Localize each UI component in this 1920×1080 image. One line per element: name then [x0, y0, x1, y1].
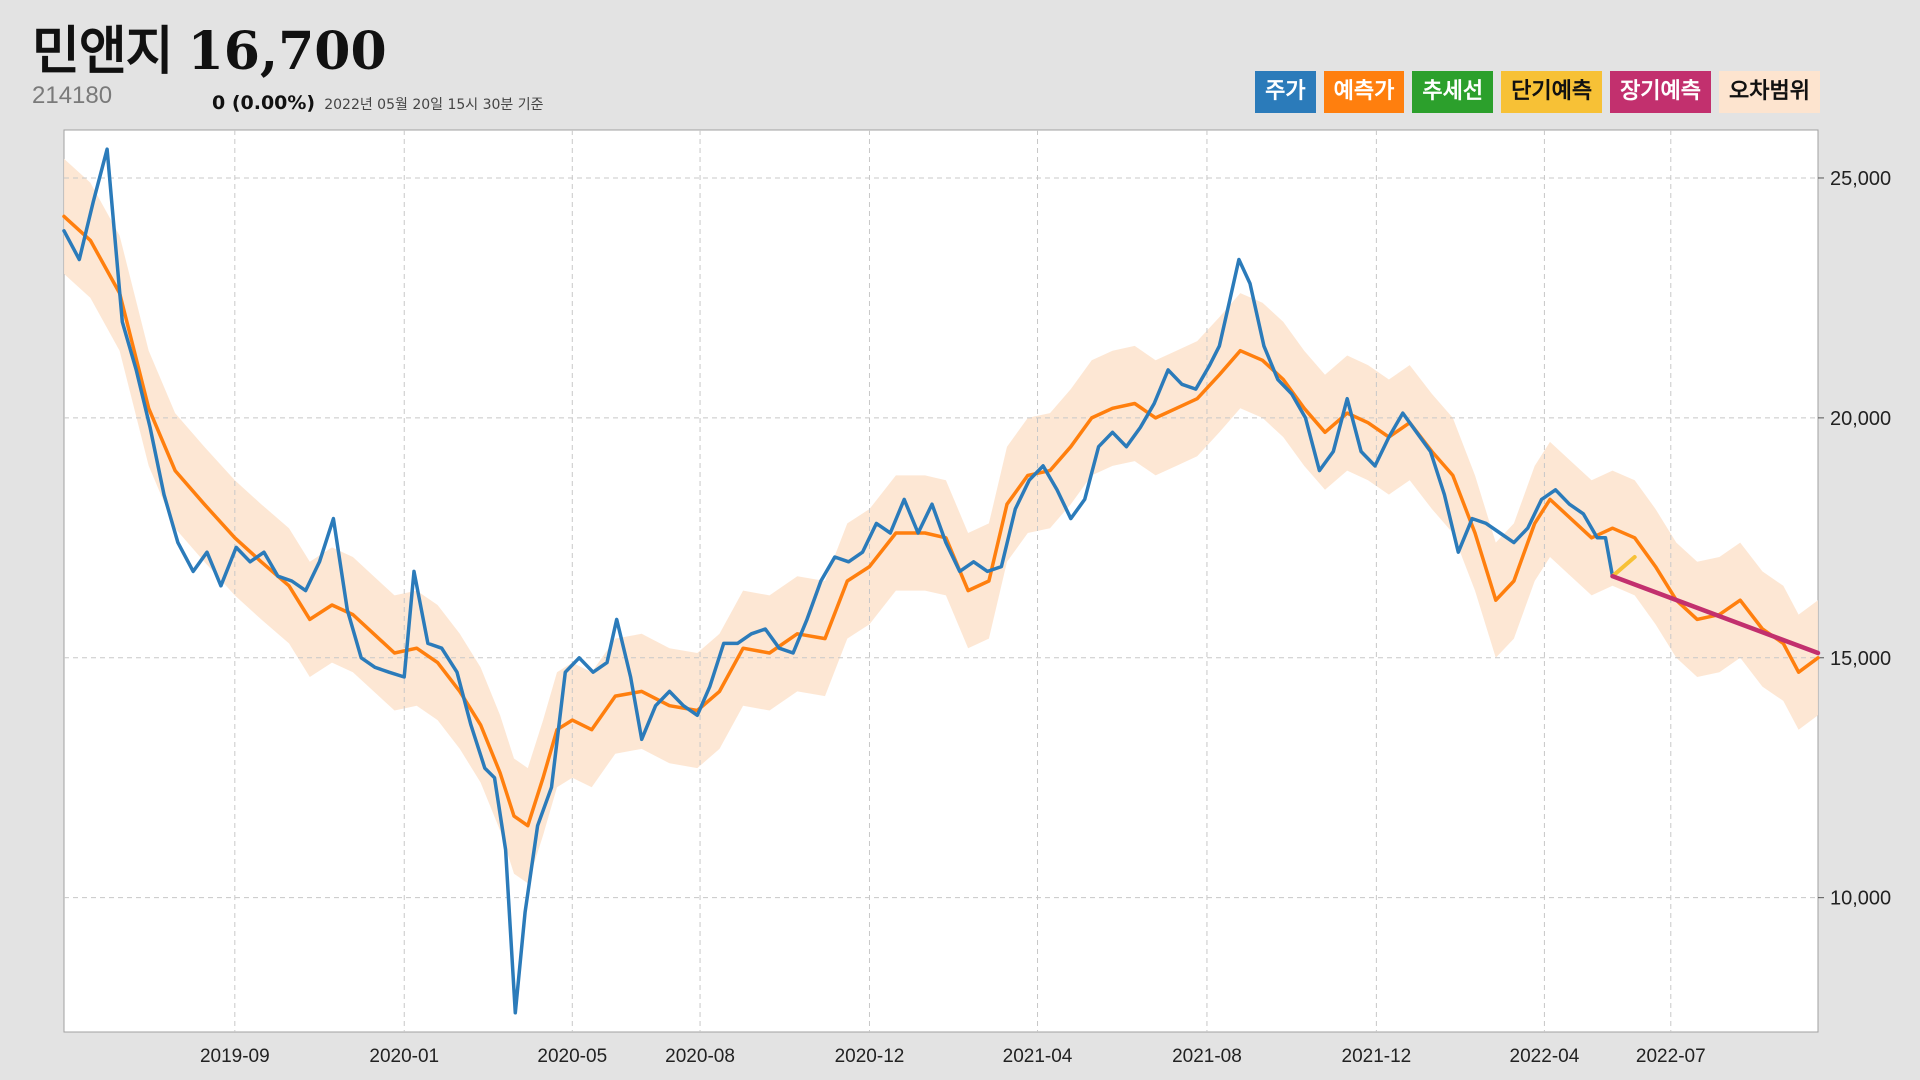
stock-code: 214180 — [32, 82, 113, 109]
x-tick-label: 2022-04 — [1510, 1046, 1580, 1067]
x-tick-label: 2020-01 — [369, 1046, 439, 1067]
legend-item-5: 오차범위 — [1719, 71, 1820, 113]
legend-item-1: 예측가 — [1323, 71, 1405, 113]
x-tick-label: 2022-07 — [1636, 1046, 1706, 1067]
legend-item-2: 추세선 — [1412, 71, 1494, 113]
legend-item-0: 주가 — [1255, 71, 1316, 113]
error-band — [64, 158, 1818, 884]
stock-price: 16,700 — [187, 21, 387, 82]
price-change-row: 0 (0.00%) 2022년 05월 20일 15시 30분 기준 — [212, 92, 544, 114]
x-tick-label: 2021-12 — [1342, 1046, 1412, 1067]
chart-legend: 주가 예측가 추세선 단기예측 장기예측 오차범위 — [1255, 71, 1820, 113]
stock-name: 민앤지 — [32, 21, 174, 82]
stock-title: 민앤지 16,700 — [32, 22, 387, 82]
price-change: 0 (0.00%) — [212, 92, 316, 114]
y-tick-label: 10,000 — [1830, 888, 1891, 910]
x-tick-label: 2020-08 — [665, 1046, 735, 1067]
legend-item-3: 단기예측 — [1501, 71, 1603, 113]
short-term-forecast-line — [1610, 555, 1637, 579]
x-tick-label: 2020-05 — [537, 1046, 607, 1067]
series-line-price — [62, 147, 1615, 1015]
legend-item-4: 장기예측 — [1610, 71, 1712, 113]
y-tick-label: 15,000 — [1830, 648, 1891, 670]
y-tick-label: 20,000 — [1830, 408, 1891, 430]
y-tick-label: 25,000 — [1830, 168, 1891, 190]
x-tick-label: 2019-09 — [200, 1046, 270, 1067]
x-tick-label: 2021-04 — [1003, 1046, 1073, 1067]
x-tick-label: 2020-12 — [835, 1046, 905, 1067]
as-of-timestamp: 2022년 05월 20일 15시 30분 기준 — [324, 97, 544, 113]
long-term-forecast-line — [1610, 573, 1821, 656]
x-tick-label: 2021-08 — [1172, 1046, 1242, 1067]
series-line-predicted — [62, 214, 1820, 828]
